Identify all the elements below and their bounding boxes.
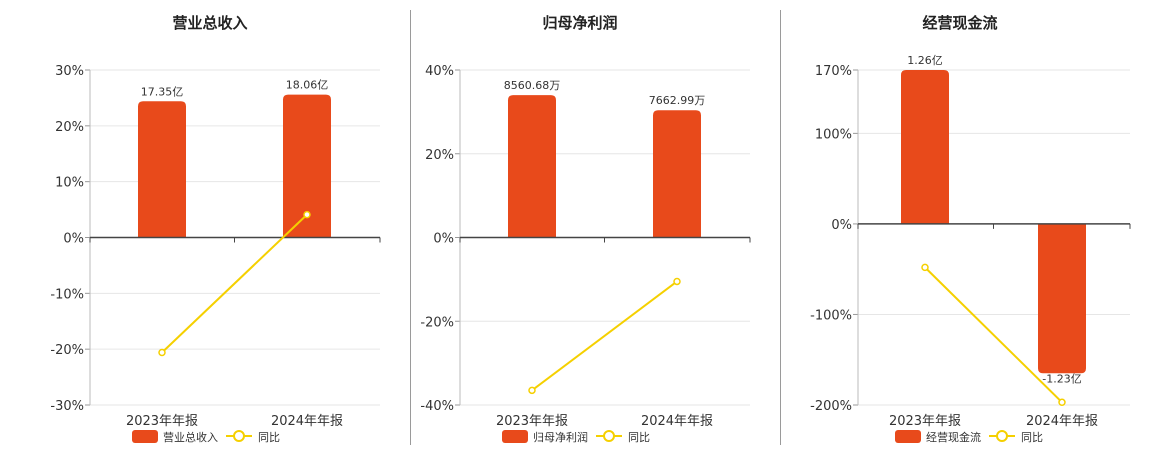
bar-data-label: -1.23亿 xyxy=(1042,372,1081,385)
chart-title: 归母净利润 xyxy=(542,14,617,32)
bar-data-label: 7662.99万 xyxy=(649,94,706,107)
y-tick-label: 0% xyxy=(433,232,454,247)
legend-line-marker xyxy=(996,430,1008,442)
y-tick-label: 10% xyxy=(55,176,84,191)
y-tick-label: -20% xyxy=(420,315,454,330)
y-tick-label: 30% xyxy=(55,64,84,79)
bar xyxy=(901,70,949,224)
chart-title: 营业总收入 xyxy=(172,14,247,32)
panel-divider xyxy=(410,10,411,445)
yoy-line xyxy=(531,280,678,392)
yoy-line xyxy=(161,213,308,354)
yoy-point xyxy=(921,263,929,272)
bar-data-label: 1.26亿 xyxy=(907,54,943,67)
bar xyxy=(1038,223,1086,374)
bar-data-label: 17.35亿 xyxy=(141,85,184,98)
legend-bar-label: 营业总收入 xyxy=(163,430,218,444)
legend-line-marker xyxy=(233,430,245,442)
bar xyxy=(653,110,701,238)
x-category-label: 2024年年报 xyxy=(641,414,713,429)
y-tick-label: 170% xyxy=(815,64,852,79)
y-tick-label: -100% xyxy=(810,308,852,323)
x-category-label: 2023年年报 xyxy=(496,414,568,429)
y-tick-label: 0% xyxy=(63,232,84,247)
yoy-point xyxy=(528,386,536,395)
legend-bar-swatch xyxy=(895,430,921,443)
legend-line-marker xyxy=(603,430,615,442)
chart-title: 经营现金流 xyxy=(922,14,997,32)
legend-line-label: 同比 xyxy=(258,431,280,444)
y-tick-label: -30% xyxy=(50,399,84,414)
yoy-point xyxy=(158,348,166,357)
bar xyxy=(283,94,331,238)
bar-data-label: 8560.68万 xyxy=(504,79,561,92)
legend-bar-swatch xyxy=(132,430,158,443)
yoy-point xyxy=(303,210,311,219)
y-tick-label: -200% xyxy=(810,399,852,414)
legend-line-label: 同比 xyxy=(628,431,650,444)
yoy-point xyxy=(1058,398,1066,407)
y-tick-label: 40% xyxy=(425,64,454,79)
yoy-point xyxy=(673,277,681,286)
legend-bar-swatch xyxy=(502,430,528,443)
y-tick-label: -20% xyxy=(50,343,84,358)
legend-bar-label: 经营现金流 xyxy=(926,430,981,444)
bar xyxy=(138,101,186,238)
legend-line-label: 同比 xyxy=(1021,431,1043,444)
legend-bar-label: 归母净利润 xyxy=(533,430,588,444)
x-category-label: 2023年年报 xyxy=(889,414,961,429)
bar xyxy=(508,95,556,238)
y-tick-label: 20% xyxy=(425,148,454,163)
bar-data-label: 18.06亿 xyxy=(286,79,329,92)
y-tick-label: 100% xyxy=(815,127,852,142)
y-tick-label: 20% xyxy=(55,120,84,135)
y-tick-label: 0% xyxy=(831,218,852,233)
y-tick-label: -40% xyxy=(420,399,454,414)
x-category-label: 2024年年报 xyxy=(271,414,343,429)
yoy-line xyxy=(924,266,1063,403)
x-category-label: 2023年年报 xyxy=(126,414,198,429)
panel-divider xyxy=(780,10,781,445)
y-tick-label: -10% xyxy=(50,287,84,302)
x-category-label: 2024年年报 xyxy=(1026,414,1098,429)
